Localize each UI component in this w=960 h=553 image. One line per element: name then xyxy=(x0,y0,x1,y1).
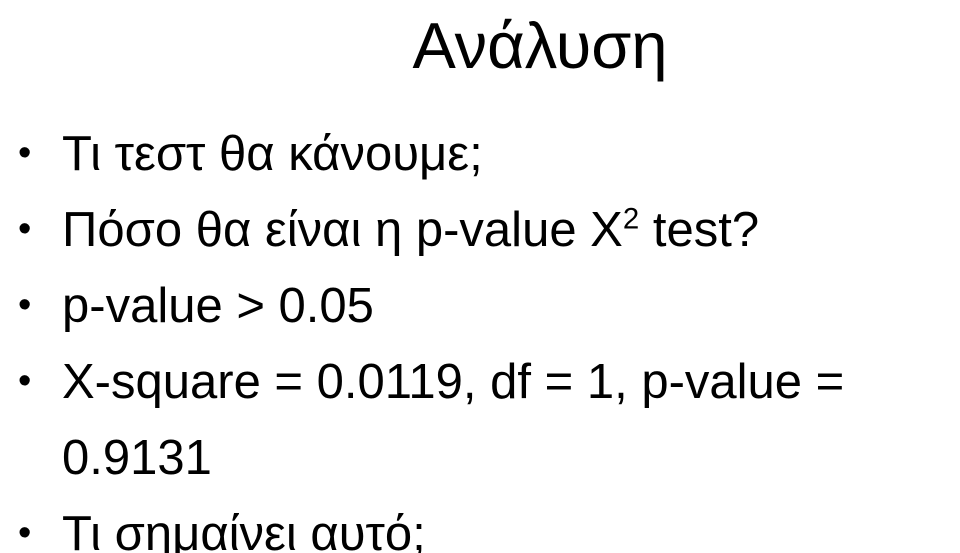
bullet-text: X-square = 0.0119, df = 1, p-value = 0.9… xyxy=(62,355,844,485)
list-item: Τι τεστ θα κάνουμε; xyxy=(18,117,960,193)
bullet-text: Τι τεστ θα κάνουμε; xyxy=(62,127,483,181)
slide-title: Ανάλυση xyxy=(0,8,960,83)
slide: Ανάλυση Τι τεστ θα κάνουμε; Πόσο θα είνα… xyxy=(0,0,960,553)
list-item: p-value > 0.05 xyxy=(18,269,960,345)
bullet-list: Τι τεστ θα κάνουμε; Πόσο θα είναι η p-va… xyxy=(0,117,960,553)
superscript: 2 xyxy=(623,203,639,236)
list-item: Τι σημαίνει αυτό; xyxy=(18,497,960,553)
bullet-text-pre: Πόσο θα είναι η p-value Χ xyxy=(62,203,623,257)
bullet-text: Τι σημαίνει αυτό; xyxy=(62,507,426,553)
bullet-text: p-value > 0.05 xyxy=(62,279,374,333)
bullet-text-post: test? xyxy=(639,203,759,257)
list-item: X-square = 0.0119, df = 1, p-value = 0.9… xyxy=(18,345,960,497)
list-item: Πόσο θα είναι η p-value Χ2 test? xyxy=(18,193,960,269)
